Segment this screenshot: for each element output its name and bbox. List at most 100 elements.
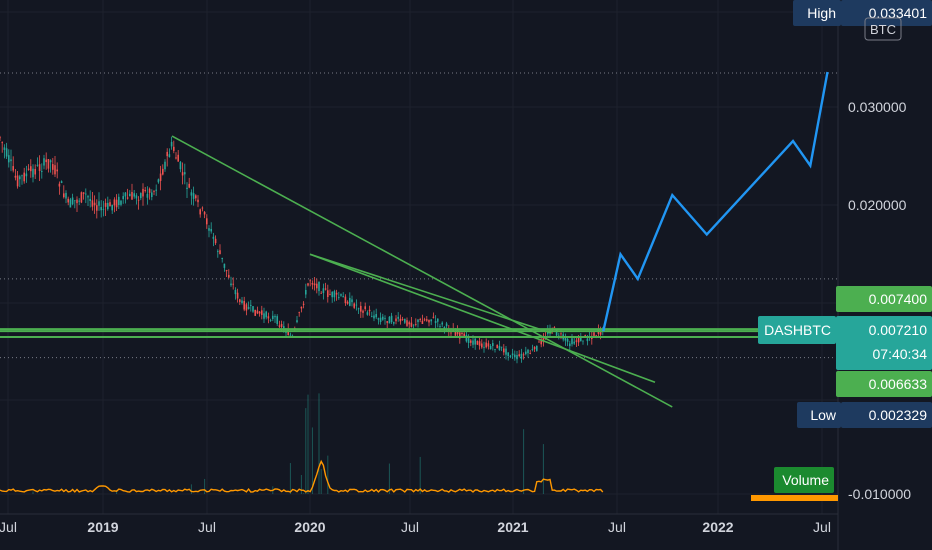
candle-body xyxy=(43,158,45,166)
candle-body xyxy=(69,199,72,208)
candle-body xyxy=(283,326,285,329)
candle-body xyxy=(467,338,470,343)
candle-body xyxy=(397,316,399,319)
candle-body xyxy=(137,199,140,201)
candle-body xyxy=(419,319,421,321)
trendlines[interactable] xyxy=(171,135,673,408)
candle-body xyxy=(560,333,562,335)
candle-body xyxy=(186,187,188,190)
candle-body xyxy=(133,193,135,197)
candle-body xyxy=(540,339,542,345)
candle-body xyxy=(87,196,89,198)
candle-body xyxy=(445,323,448,327)
candle-body xyxy=(124,192,127,197)
candle-body xyxy=(338,297,340,298)
candle-body xyxy=(320,292,322,294)
candle-body xyxy=(507,352,509,357)
candle-body xyxy=(461,332,463,334)
candle-body xyxy=(230,283,232,286)
candle-body xyxy=(144,190,146,192)
high-value-tag: 0.033401 xyxy=(841,0,932,26)
candle-body xyxy=(331,291,333,298)
y-tick-label: 0.020000 xyxy=(848,197,907,213)
candle-body xyxy=(166,151,168,157)
candle-body xyxy=(492,343,494,347)
projection-path[interactable] xyxy=(602,71,829,332)
x-tick-label: 2019 xyxy=(87,519,118,535)
candle-body xyxy=(250,304,252,306)
candle-body xyxy=(349,297,351,306)
current-price-value: 0.007210 xyxy=(869,322,928,338)
candle-body xyxy=(16,175,19,187)
candle-body xyxy=(393,322,395,324)
trendline[interactable] xyxy=(309,253,552,334)
candle-body xyxy=(417,319,419,323)
candle-body xyxy=(509,355,512,357)
candle-body xyxy=(210,229,212,232)
candle-body xyxy=(366,312,369,315)
candle-body xyxy=(49,160,52,163)
candle-body xyxy=(470,340,472,343)
candle-body xyxy=(302,303,305,305)
candle-body xyxy=(188,183,190,188)
candle-body xyxy=(465,334,468,342)
candle-body xyxy=(454,332,457,336)
candle-body xyxy=(390,315,393,323)
currency-badge[interactable]: BTC xyxy=(864,17,902,41)
candle-body xyxy=(450,332,452,334)
candle-body xyxy=(261,310,263,315)
bar-countdown: 07:40:34 xyxy=(873,346,928,362)
candle-body xyxy=(184,172,186,175)
candle-body xyxy=(148,188,151,193)
candle-body xyxy=(157,179,160,183)
candle-body xyxy=(300,306,303,309)
candle-body xyxy=(395,318,397,322)
candle-body xyxy=(104,202,107,207)
candle-body xyxy=(164,161,166,170)
candle-body xyxy=(373,315,375,319)
candle-body xyxy=(118,196,120,206)
candle-body xyxy=(278,325,281,327)
candle-body xyxy=(41,171,43,172)
currency-badge-text: BTC xyxy=(870,22,896,37)
candle-body xyxy=(47,159,50,169)
candle-body xyxy=(412,324,415,326)
candle-body xyxy=(162,168,164,175)
current-price-tag xyxy=(836,316,932,370)
candle-body xyxy=(256,310,259,314)
candle-body xyxy=(228,274,230,278)
x-tick-label: 2022 xyxy=(702,519,733,535)
trendline[interactable] xyxy=(171,135,673,408)
candle-body xyxy=(223,263,226,268)
candle-body xyxy=(225,270,228,272)
candle-body xyxy=(10,159,12,162)
candle-body xyxy=(25,173,28,177)
candle-body xyxy=(287,329,289,336)
trendline[interactable] xyxy=(309,253,656,384)
candle-body xyxy=(485,342,487,348)
candle-body xyxy=(313,283,316,286)
projection-line[interactable] xyxy=(602,71,829,332)
candle-body xyxy=(74,200,76,202)
candle-body xyxy=(245,304,248,311)
candle-body xyxy=(476,340,479,345)
candle-body xyxy=(102,209,105,210)
horizontal-levels[interactable] xyxy=(0,328,838,338)
candle-body xyxy=(175,157,177,159)
candle-body xyxy=(236,292,239,299)
candle-body xyxy=(71,197,74,205)
candle-body xyxy=(67,198,69,203)
candle-body xyxy=(595,335,597,337)
grid xyxy=(0,0,838,514)
candle-body xyxy=(555,329,558,336)
volume-area xyxy=(0,393,604,494)
candle-body xyxy=(217,250,219,252)
candle-body xyxy=(340,294,342,296)
candle-body xyxy=(553,327,556,329)
candle-body xyxy=(120,200,122,205)
candle-body xyxy=(538,341,540,343)
candle-body xyxy=(52,164,54,170)
candle-body xyxy=(375,314,377,318)
